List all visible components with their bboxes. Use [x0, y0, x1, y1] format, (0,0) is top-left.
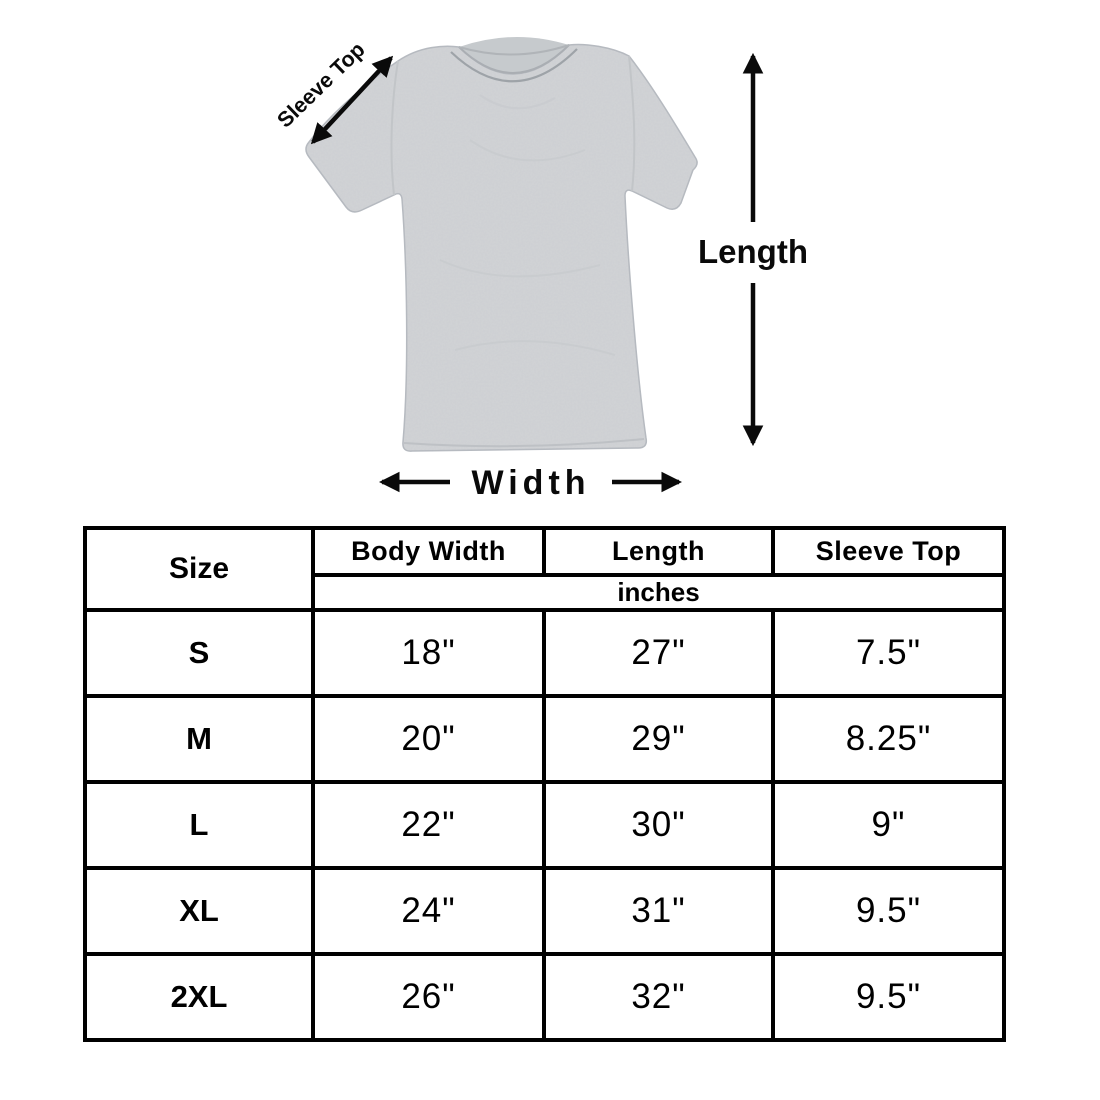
length-cell: 32": [542, 952, 775, 1042]
tshirt-diagram: Sleeve Top Length Width: [273, 36, 808, 502]
header-body-width: Body Width: [311, 526, 546, 577]
hem-line: [403, 438, 645, 448]
size-cell: L: [83, 780, 315, 870]
body-width-cell: 26": [311, 952, 546, 1042]
collar-band-line: [450, 48, 578, 83]
sleeve-top-arrow: [310, 55, 394, 145]
width-label: Width: [471, 464, 590, 502]
header-sleeve-top: Sleeve Top: [771, 526, 1006, 577]
size-chart-table: Size Body Width Length Sleeve Top inches…: [83, 526, 1006, 1042]
sleeve-top-cell: 9.5": [771, 952, 1006, 1042]
header-length: Length: [542, 526, 775, 577]
body-width-cell: 22": [311, 780, 546, 870]
size-cell: S: [83, 608, 315, 698]
size-cell: XL: [83, 866, 315, 956]
sleeve-top-cell: 7.5": [771, 608, 1006, 698]
length-label: Length: [698, 233, 808, 270]
size-cell: M: [83, 694, 315, 784]
body-width-cell: 20": [311, 694, 546, 784]
collar-inner-line: [458, 44, 570, 74]
length-cell: 29": [542, 694, 775, 784]
table-row-2xl: 2XL 26" 32" 9.5": [83, 952, 1006, 1042]
table-row-xl: XL 24" 31" 9.5": [83, 866, 1006, 956]
table-row-m: M 20" 29" 8.25": [83, 694, 1006, 784]
sleeve-top-cell: 9": [771, 780, 1006, 870]
table-row-l: L 22" 30" 9": [83, 780, 1006, 870]
length-cell: 31": [542, 866, 775, 956]
length-cell: 30": [542, 780, 775, 870]
right-sleeve-seam: [628, 55, 636, 192]
table-row-s: S 18" 27" 7.5": [83, 608, 1006, 698]
header-size: Size: [83, 526, 315, 612]
unit-row-inches: inches: [311, 573, 1006, 612]
body-width-cell: 24": [311, 866, 546, 956]
fabric-wrinkles: [439, 94, 616, 356]
sleeve-top-cell: 8.25": [771, 694, 1006, 784]
length-cell: 27": [542, 608, 775, 698]
back-neck-seam: [458, 44, 570, 56]
tshirt-image: [305, 36, 698, 452]
sleeve-top-cell: 9.5": [771, 866, 1006, 956]
size-cell: 2XL: [83, 952, 315, 1042]
body-width-cell: 18": [311, 608, 546, 698]
